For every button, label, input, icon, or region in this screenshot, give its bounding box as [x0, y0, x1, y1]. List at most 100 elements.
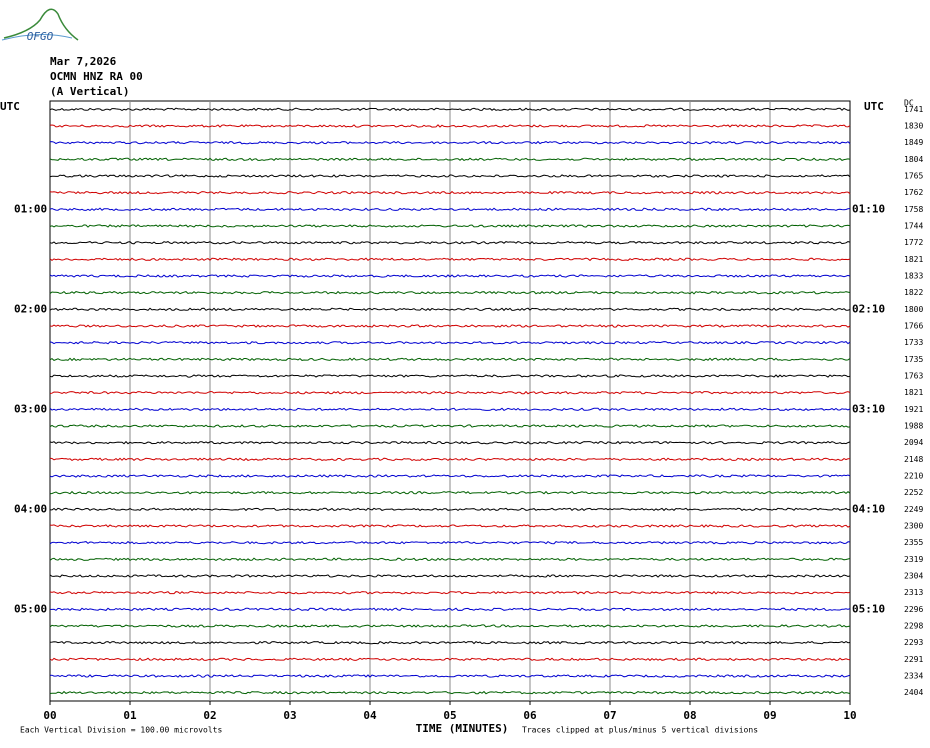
right-axis-title: UTC [864, 100, 884, 113]
station: OCMN HNZ RA 00 [50, 70, 143, 83]
trace [49, 474, 851, 478]
dc-value: 1830 [904, 122, 923, 131]
trace [49, 424, 851, 428]
logo-swoosh [1, 33, 73, 41]
right-hour-label: 03:10 [852, 402, 885, 415]
trace [49, 157, 851, 162]
dc-value: 1772 [904, 238, 923, 247]
dc-value: 1744 [904, 222, 923, 231]
trace [49, 490, 851, 495]
scale-note: Each Vertical Division = 100.00 microvol… [20, 726, 222, 735]
x-tick-label: 05 [443, 709, 456, 722]
x-tick-label: 06 [523, 709, 537, 722]
dc-value: 1762 [904, 188, 923, 197]
trace [49, 590, 851, 595]
trace [49, 207, 851, 212]
dc-value: 2298 [904, 622, 923, 631]
dc-value: 2355 [904, 538, 923, 547]
left-hour-label: 04:00 [14, 502, 47, 515]
x-tick-label: 07 [603, 709, 616, 722]
trace [49, 124, 851, 128]
trace [49, 357, 851, 362]
dc-value: 2300 [904, 522, 923, 531]
dc-value: 1763 [904, 372, 923, 381]
dc-value: 2148 [904, 455, 923, 464]
trace [49, 574, 851, 578]
dc-value: 1988 [904, 422, 923, 431]
x-axis-title: TIME (MINUTES) [416, 722, 509, 735]
date: Mar 7,2026 [50, 55, 117, 68]
dc-value: 1765 [904, 172, 923, 181]
x-tick-label: 04 [363, 709, 377, 722]
dc-value: 1821 [904, 255, 923, 264]
dc-title: DC [904, 99, 914, 108]
x-tick-label: 09 [763, 709, 776, 722]
right-hour-label: 02:10 [852, 302, 885, 315]
trace [49, 457, 850, 462]
trace [49, 440, 851, 445]
trace [49, 557, 851, 562]
dc-value: 1733 [904, 338, 923, 347]
trace [49, 324, 851, 328]
trace [49, 390, 851, 395]
component: (A Vertical) [50, 85, 129, 98]
dc-value: 1821 [904, 388, 923, 397]
trace [50, 507, 851, 512]
left-hour-label: 03:00 [14, 402, 47, 415]
trace [49, 107, 851, 112]
trace [49, 257, 851, 262]
logo-text: OFGO [27, 30, 54, 43]
dc-value: 1735 [904, 355, 923, 364]
trace [49, 540, 851, 545]
dc-value: 1741 [904, 105, 923, 114]
logo-curve [3, 8, 79, 41]
trace [49, 607, 851, 612]
left-axis-title: UTC [0, 100, 20, 113]
right-hour-label: 04:10 [852, 502, 885, 515]
x-tick-label: 03 [283, 709, 296, 722]
x-tick-label: 02 [203, 709, 216, 722]
left-hour-label: 01:00 [14, 202, 47, 215]
left-hour-label: 05:00 [14, 602, 47, 615]
trace [49, 374, 851, 378]
trace [49, 624, 851, 628]
trace [49, 274, 851, 278]
dc-value: 1800 [904, 305, 923, 314]
dc-value: 1766 [904, 322, 923, 331]
dc-value: 1921 [904, 405, 923, 414]
dc-value: 2304 [904, 572, 923, 581]
trace [49, 640, 851, 645]
dc-value: 2210 [904, 472, 923, 481]
trace [49, 290, 851, 295]
dc-value: 1758 [904, 205, 923, 214]
dc-value: 2293 [904, 638, 923, 647]
trace [49, 340, 851, 345]
trace [49, 190, 851, 195]
right-hour-label: 05:10 [852, 602, 885, 615]
x-tick-label: 08 [683, 709, 696, 722]
x-tick-label: 01 [123, 709, 137, 722]
logo: OFGO [1, 8, 79, 43]
trace [49, 307, 851, 312]
dc-value: 2094 [904, 438, 923, 447]
trace [49, 140, 851, 145]
trace [49, 240, 851, 245]
dc-value: 2404 [904, 688, 923, 697]
trace [49, 174, 851, 178]
trace [49, 524, 851, 528]
dc-value: 1849 [904, 138, 923, 147]
dc-value: 2291 [904, 655, 923, 664]
dc-value: 1804 [904, 155, 923, 164]
x-tick-label: 10 [843, 709, 856, 722]
trace [49, 690, 851, 695]
left-hour-label: 02:00 [14, 302, 47, 315]
right-hour-label: 01:10 [852, 202, 885, 215]
dc-value: 2252 [904, 488, 923, 497]
trace [49, 674, 851, 678]
x-tick-label: 00 [43, 709, 56, 722]
dc-value: 2319 [904, 555, 923, 564]
dc-value: 2249 [904, 505, 923, 514]
dc-value: 1822 [904, 288, 923, 297]
